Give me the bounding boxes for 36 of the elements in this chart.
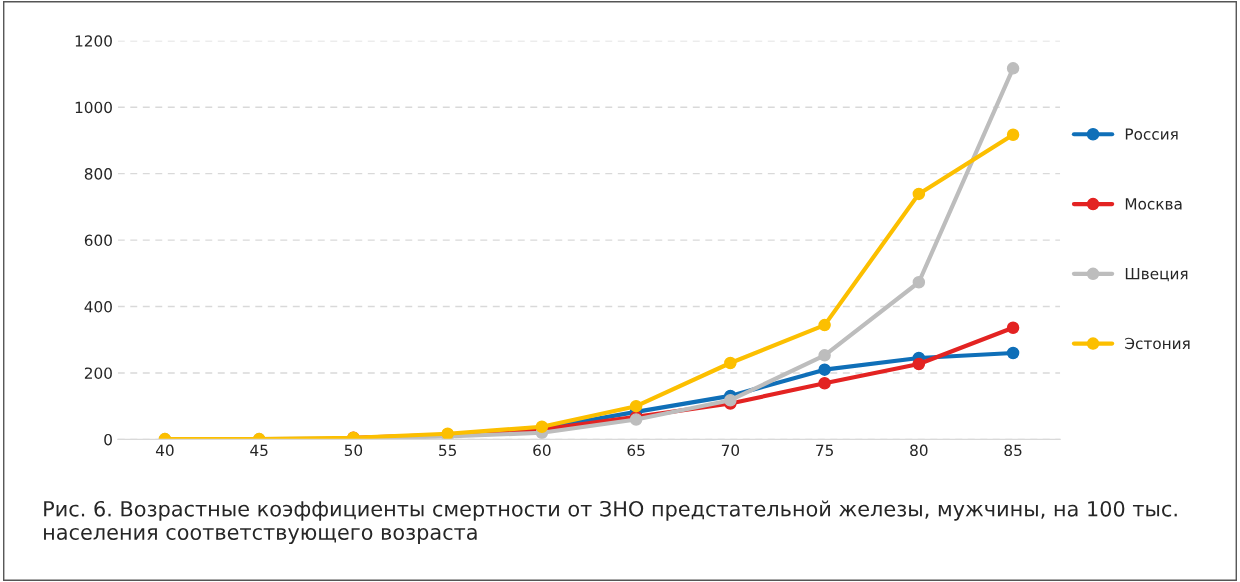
point: [629, 399, 643, 413]
x-tick-label: 55: [439, 444, 457, 457]
y-tick-label: 1200: [75, 35, 112, 47]
point: [912, 187, 926, 201]
x-tick-label: 60: [533, 444, 551, 457]
legend-label: Эстония: [1125, 337, 1190, 350]
point: [818, 377, 831, 390]
point: [818, 349, 831, 362]
x-tick-label: 70: [721, 444, 740, 457]
point: [912, 276, 926, 289]
x-tick-label: 45: [250, 444, 268, 457]
x-tick-label: 75: [816, 444, 833, 457]
legend-label: Швеция: [1125, 268, 1188, 282]
x-tick-label: 65: [627, 444, 645, 457]
point: [724, 393, 737, 407]
point: [1006, 62, 1020, 75]
point: [912, 357, 926, 371]
y-tick-label: 600: [84, 234, 112, 247]
y-tick-label: 0: [104, 433, 112, 446]
point: [1006, 128, 1020, 142]
y-tick-label: 400: [84, 300, 112, 313]
legend-label: Москва: [1125, 198, 1182, 210]
x-tick-label: 80: [910, 444, 928, 457]
point: [818, 318, 831, 332]
y-tick-label: 1000: [75, 101, 112, 114]
legend-label: Россия: [1125, 128, 1178, 140]
point: [818, 363, 831, 376]
y-tick-label: 200: [84, 367, 112, 379]
point: [1006, 321, 1020, 335]
text: Рис. 6. Возрастные коэффициенты смертности от ЗНО предстательной железы, мужчины, на 100 тыс. населения соответствующего возраста: [44, 500, 1177, 545]
point: [1006, 346, 1020, 360]
x-tick-label: 85: [1004, 444, 1022, 457]
point: [724, 356, 737, 370]
x-tick-label: 50: [344, 444, 363, 457]
y-tick-label: 800: [84, 168, 112, 180]
x-tick-label: 40: [155, 444, 174, 457]
